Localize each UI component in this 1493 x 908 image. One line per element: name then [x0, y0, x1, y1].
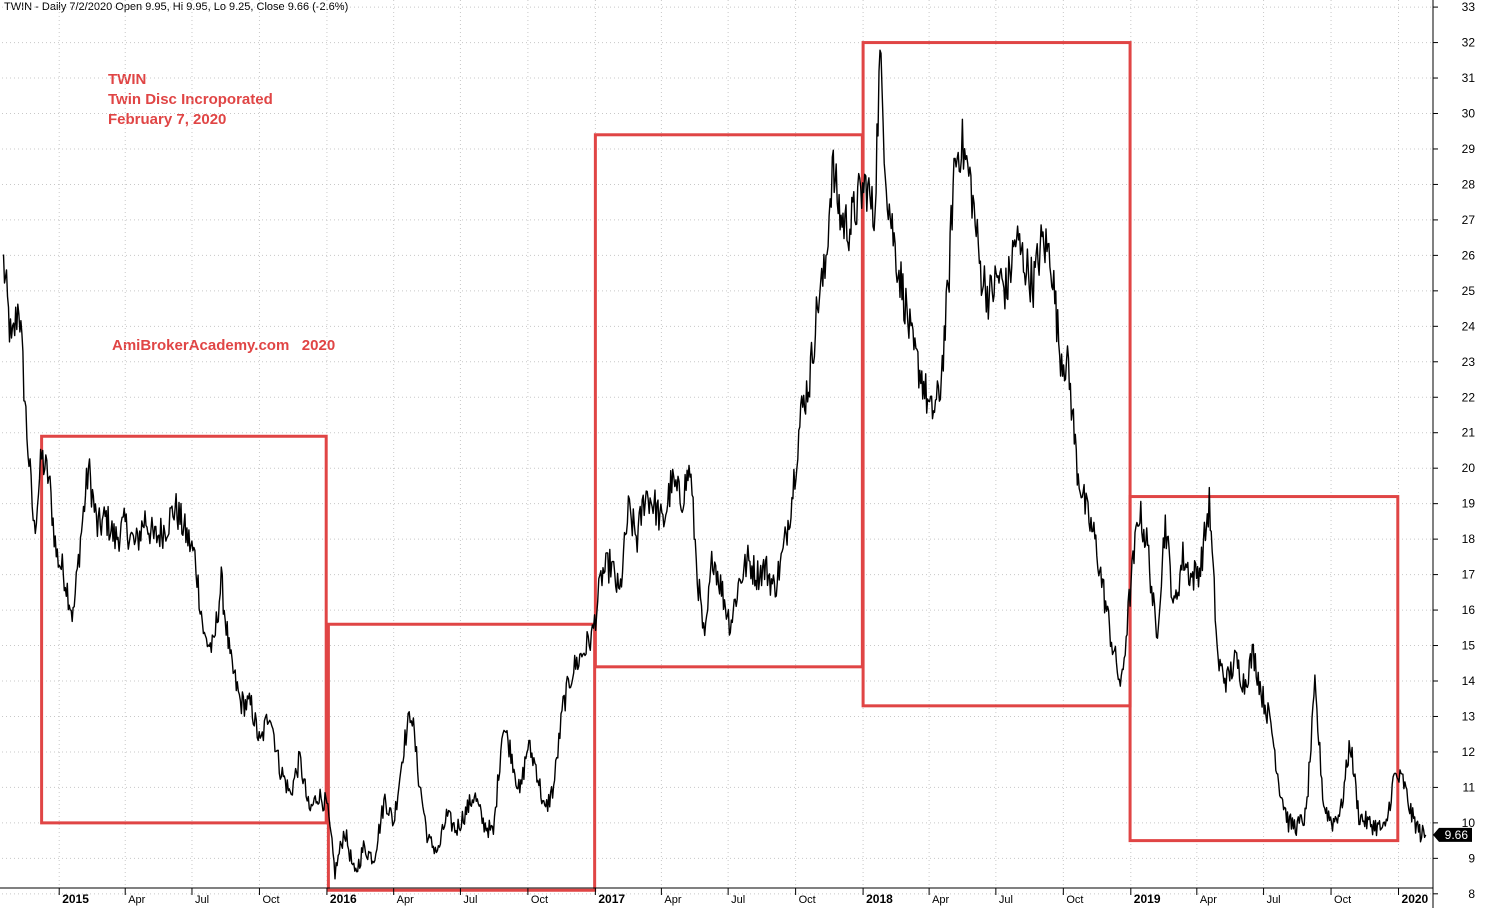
x-month-label: Jul	[463, 894, 477, 906]
x-year-label: 2018	[866, 892, 893, 906]
y-tick-label: 13	[1462, 709, 1476, 723]
x-year-label: 2017	[598, 892, 625, 906]
x-month-label: Oct	[1066, 894, 1083, 906]
y-tick-label: 29	[1462, 142, 1476, 156]
x-month-label: Apr	[128, 894, 145, 906]
y-tick-label: 20	[1462, 461, 1476, 475]
x-month-label: Oct	[531, 894, 548, 906]
y-tick-label: 10	[1462, 816, 1476, 830]
y-tick-label: 31	[1462, 71, 1476, 85]
x-year-label: 2020	[1402, 892, 1429, 906]
last-price-tag	[1433, 827, 1472, 842]
y-tick-label: 25	[1462, 284, 1476, 298]
annotation-company: Twin Disc Incroporated	[108, 91, 273, 108]
y-tick-label: 18	[1462, 532, 1476, 546]
y-tick-label: 9	[1468, 851, 1475, 865]
x-year-label: 2015	[62, 892, 89, 906]
x-year-label: 2016	[330, 892, 357, 906]
annotation-date: February 7, 2020	[108, 111, 227, 128]
x-month-label: Apr	[932, 894, 949, 906]
y-tick-label: 12	[1462, 745, 1476, 759]
price-series	[2, 49, 1427, 880]
x-month-label: Oct	[1334, 894, 1351, 906]
y-tick-label: 32	[1462, 36, 1476, 50]
y-tick-label: 8	[1468, 887, 1475, 901]
x-month-label: Apr	[664, 894, 681, 906]
annotation-box	[326, 622, 597, 892]
x-month-label: Jul	[731, 894, 745, 906]
y-tick-label: 28	[1462, 177, 1476, 191]
watermark-text: AmiBrokerAcademy.com 2020	[112, 337, 336, 354]
y-tick-label: 14	[1462, 674, 1476, 688]
annotation-box	[1128, 495, 1400, 843]
y-tick-label: 22	[1462, 390, 1476, 404]
y-tick-label: 24	[1462, 319, 1476, 333]
y-tick-label: 26	[1462, 248, 1476, 262]
y-tick-label: 15	[1462, 639, 1476, 653]
x-month-label: Oct	[799, 894, 816, 906]
price-line	[2, 49, 1427, 880]
y-tick-label: 11	[1463, 780, 1476, 794]
y-tick-label: 19	[1462, 497, 1476, 511]
last-price-label: 9.66	[1445, 828, 1469, 842]
y-tick-label: 17	[1462, 568, 1476, 582]
x-month-label: Jul	[195, 894, 209, 906]
x-year-label: 2019	[1134, 892, 1161, 906]
y-tick-label: 30	[1462, 107, 1476, 121]
y-tick-label: 33	[1462, 0, 1476, 14]
x-month-label: Jul	[999, 894, 1013, 906]
y-tick-label: 27	[1462, 213, 1476, 227]
x-month-label: Apr	[397, 894, 414, 906]
annotation-boxes	[40, 41, 1400, 892]
annotation-box	[40, 434, 328, 825]
y-tick-label: 23	[1462, 355, 1476, 369]
chart-annotation: TWIN Twin Disc Incroporated February 7, …	[108, 70, 273, 130]
x-month-label: Oct	[262, 894, 279, 906]
y-tick-label: 21	[1462, 426, 1476, 440]
annotation-box	[861, 41, 1132, 708]
quote-header: TWIN - Daily 7/2/2020 Open 9.95, Hi 9.95…	[4, 1, 349, 13]
x-month-label: Apr	[1200, 894, 1217, 906]
annotation-box	[593, 133, 864, 669]
y-tick-label: 16	[1462, 603, 1476, 617]
x-month-label: Jul	[1267, 894, 1281, 906]
annotation-symbol: TWIN	[108, 71, 147, 88]
